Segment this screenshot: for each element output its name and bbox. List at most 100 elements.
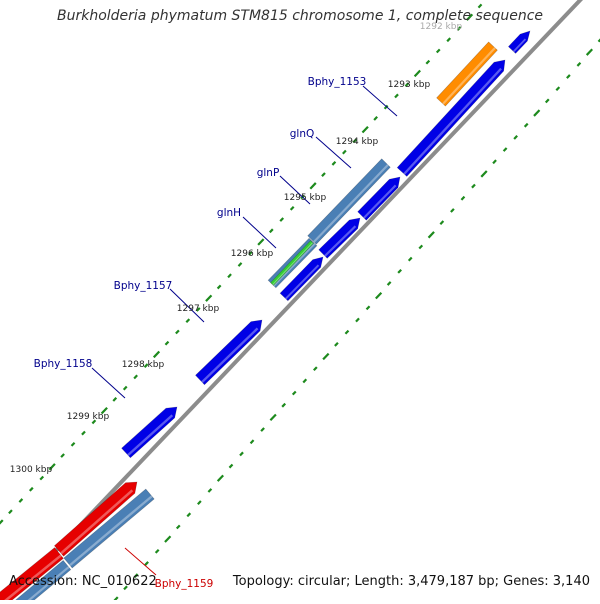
inner-track-tick	[216, 474, 224, 482]
outer-track-tick	[18, 498, 24, 503]
gene-feature-blue[interactable]	[318, 217, 361, 259]
inner-track-tick	[144, 561, 149, 566]
gene-highlight	[313, 164, 389, 243]
outer-track-tick	[195, 307, 201, 312]
outer-track-tick	[81, 430, 86, 436]
inner-track-tick	[407, 256, 413, 262]
inner-track-tick	[269, 413, 277, 422]
gene-feature-steel[interactable]	[0, 559, 72, 604]
gene-highlight	[442, 47, 496, 105]
inner-track-tick	[365, 305, 371, 311]
gene-feature-blue[interactable]	[396, 59, 506, 177]
chromosome-backbone	[2, 0, 584, 604]
gene-feature-blue[interactable]	[279, 256, 324, 302]
gene-feature-blue[interactable]	[507, 30, 531, 54]
outer-track-tick	[394, 93, 399, 99]
outer-track-tick	[91, 419, 97, 425]
kbp-label: 1297 kbp	[177, 304, 220, 314]
kbp-label: 1293 kbp	[388, 80, 431, 90]
gene-highlight	[273, 243, 316, 287]
gene-feature-blue[interactable]	[195, 319, 263, 386]
gene-label-leader	[91, 367, 126, 399]
outer-track-tick	[268, 228, 274, 234]
kbp-label: 1300 kbp	[10, 465, 53, 475]
gene-label[interactable]: glnH	[217, 207, 241, 219]
outer-track-tick	[152, 350, 161, 359]
gene-feature-blue[interactable]	[121, 406, 178, 459]
gene-feature-red[interactable]	[53, 481, 138, 557]
inner-track-tick	[460, 195, 466, 201]
outer-track-tick	[257, 238, 265, 246]
kbp-label: 1299 kbp	[67, 412, 110, 422]
inner-track-tick	[334, 341, 339, 347]
gene-highlight	[512, 38, 527, 53]
inner-track-tick	[427, 231, 435, 239]
gene-highlight	[60, 489, 134, 555]
chromosome-title: Burkholderia phymatum STM815 chromosome …	[56, 8, 543, 24]
inner-track-tick	[281, 402, 287, 408]
gene-label[interactable]: glnQ	[290, 128, 315, 140]
outer-tick-track	[0, 3, 483, 525]
inner-track-tick	[544, 98, 550, 104]
topology-summary: Topology: circular; Length: 3,479,187 bp…	[232, 574, 590, 589]
gene-label[interactable]: Bphy_1158	[34, 358, 93, 370]
gene-label[interactable]: Bphy_1153	[308, 76, 367, 88]
gene-labels: Bphy_1153 glnQ glnP glnH Bphy_1157 Bphy_1158 B…	[34, 76, 367, 590]
inner-track-tick	[207, 488, 213, 493]
inner-track-tick	[513, 135, 518, 140]
outer-track-tick	[205, 294, 213, 302]
gene-highlight	[403, 67, 502, 175]
inner-tick-track	[111, 38, 600, 604]
outer-track-tick	[39, 475, 45, 481]
gene-label[interactable]: Bphy_1157	[114, 280, 173, 292]
gene-feature-steel[interactable]	[63, 488, 155, 569]
inner-track-tick	[186, 512, 192, 518]
outer-track-tick	[361, 125, 369, 134]
gene-features	[0, 30, 531, 604]
kbp-label: 1296 kbp	[231, 249, 274, 259]
outer-track-tick	[383, 104, 389, 110]
inner-track-tick	[344, 329, 350, 335]
gene-feature-orange[interactable]	[436, 41, 498, 107]
outer-track-tick	[477, 3, 483, 9]
outer-track-tick	[425, 59, 431, 65]
outer-track-tick	[289, 205, 295, 211]
gene-feature-blue[interactable]	[357, 176, 401, 221]
outer-track-tick	[446, 37, 452, 43]
outer-track-tick	[28, 486, 34, 492]
inner-track-tick	[355, 317, 360, 323]
gene-label[interactable]: glnP	[257, 167, 280, 179]
inner-track-tick	[302, 378, 308, 384]
inner-track-tick	[375, 291, 383, 300]
gene-feature-green[interactable]	[270, 240, 314, 286]
outer-track-tick	[0, 519, 4, 525]
inner-track-tick	[471, 183, 476, 189]
outer-track-tick	[373, 116, 378, 121]
kbp-label: 1292 kbp	[420, 22, 463, 32]
outer-track-tick	[309, 182, 317, 190]
gene-label[interactable]: Bphy_1159	[155, 578, 214, 590]
inner-track-tick	[450, 208, 455, 213]
kbp-label: 1298 kbp	[122, 360, 165, 370]
inner-track-tick	[249, 439, 255, 445]
outer-track-tick	[331, 160, 337, 166]
inner-track-tick	[239, 451, 244, 457]
gene-highlight	[363, 184, 397, 219]
outer-track-tick	[164, 340, 170, 346]
gene-feature-steel[interactable]	[307, 158, 391, 245]
inner-track-tick	[597, 38, 600, 43]
label-leaders	[91, 85, 398, 576]
outer-track-tick	[70, 441, 76, 447]
inner-track-tick	[313, 366, 318, 372]
outer-track-tick	[435, 48, 441, 54]
inner-track-tick	[197, 500, 202, 505]
gene-highlight	[22, 566, 70, 604]
outer-track-tick	[227, 273, 232, 279]
outer-track-tick	[279, 217, 285, 222]
gene-label-leader	[124, 547, 157, 576]
gene-feature-red[interactable]	[0, 547, 64, 604]
inner-track-tick	[154, 548, 160, 554]
outer-track-tick	[237, 262, 243, 267]
